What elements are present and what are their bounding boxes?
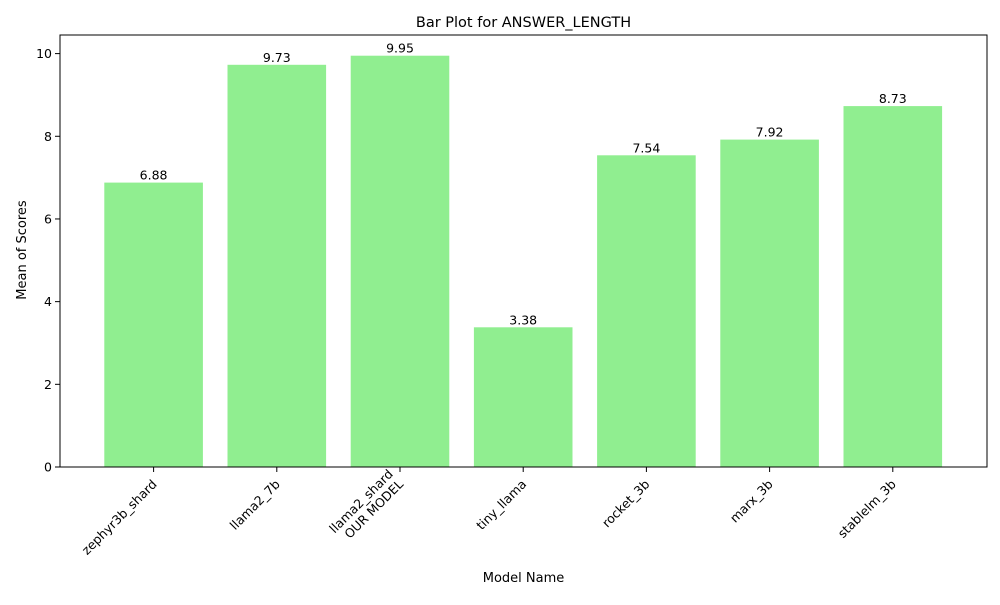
y-tick-label: 6 bbox=[44, 212, 52, 227]
bar bbox=[843, 106, 943, 467]
data-label: 6.88 bbox=[140, 168, 168, 183]
bar bbox=[227, 64, 327, 468]
y-axis-label: Mean of Scores bbox=[15, 200, 30, 300]
x-axis-label: Model Name bbox=[483, 571, 565, 586]
y-tick-label: 0 bbox=[44, 460, 52, 475]
data-label: 9.73 bbox=[263, 50, 291, 65]
chart-title: Bar Plot for ANSWER_LENGTH bbox=[416, 15, 631, 31]
y-tick-label: 8 bbox=[44, 129, 52, 144]
data-label: 9.95 bbox=[386, 41, 414, 56]
y-tick-label: 2 bbox=[44, 377, 52, 392]
data-label: 8.73 bbox=[879, 91, 907, 106]
data-label: 3.38 bbox=[509, 312, 537, 327]
y-tick-label: 10 bbox=[36, 46, 52, 61]
bar bbox=[597, 155, 696, 468]
bar bbox=[350, 55, 450, 467]
y-tick-label: 4 bbox=[44, 294, 52, 309]
bar bbox=[104, 182, 203, 467]
bar bbox=[720, 139, 819, 467]
data-label: 7.54 bbox=[632, 140, 660, 155]
bar bbox=[473, 327, 573, 467]
data-label: 7.92 bbox=[756, 125, 784, 140]
